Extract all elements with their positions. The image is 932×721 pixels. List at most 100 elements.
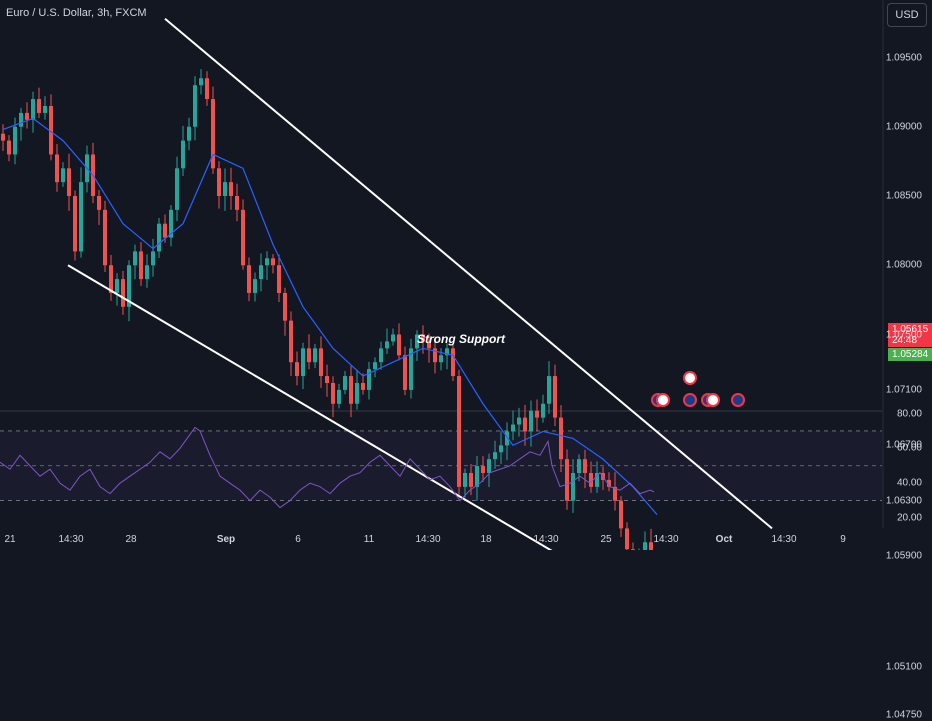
candle-body: [301, 348, 305, 377]
price-tick-label: 1.04750: [885, 709, 922, 721]
price-tick-label: 1.05100: [885, 661, 922, 673]
price-tick-label: 1.06300: [885, 495, 922, 507]
candle-body: [427, 341, 431, 349]
candle-body: [169, 209, 173, 238]
candle-body: [265, 258, 269, 266]
currency-button[interactable]: USD: [887, 3, 927, 27]
candle-body: [445, 348, 449, 356]
chart-canvas[interactable]: [0, 0, 932, 550]
candle-body: [433, 348, 437, 363]
time-tick-label: 18: [480, 534, 492, 545]
candle-body: [103, 209, 107, 266]
candle-body: [211, 99, 215, 169]
candle-body: [289, 320, 293, 363]
candle-body: [481, 466, 485, 473]
candle-body: [421, 334, 425, 342]
candle-body: [649, 542, 653, 550]
candle-body: [253, 279, 257, 293]
candle-body: [241, 209, 245, 266]
chart-title: Euro / U.S. Dollar, 3h, FXCM: [6, 7, 147, 19]
candle-body: [613, 486, 617, 501]
support-price-value: 1.05284: [892, 349, 929, 360]
candle-body: [223, 182, 227, 196]
candle-body: [139, 251, 143, 280]
candle-body: [559, 417, 563, 460]
candle-body: [97, 196, 101, 210]
candle-body: [193, 85, 197, 127]
candle-body: [505, 431, 509, 446]
candle-body: [409, 348, 413, 390]
candle-body: [457, 376, 461, 487]
channel-upper-line: [164, 17, 773, 530]
time-tick-label: 14:30: [771, 534, 797, 545]
candle-body: [361, 382, 365, 390]
candle-body: [31, 99, 35, 120]
candle-countdown: 24:48: [892, 335, 918, 346]
candle-body: [367, 369, 371, 390]
price-tick-label: 1.08000: [885, 259, 922, 271]
price-tick-label: 1.09000: [885, 121, 922, 133]
candle-body: [415, 334, 419, 349]
candle-body: [529, 410, 533, 432]
time-tick-label: 9: [840, 534, 846, 545]
candle-body: [463, 473, 467, 487]
candle-body: [517, 417, 521, 425]
candle-body: [577, 459, 581, 473]
candle-body: [391, 334, 395, 342]
candle-body: [283, 292, 287, 321]
price-tick-label: 1.06700: [885, 439, 922, 451]
candle-body: [43, 105, 47, 113]
current-price-value: 1.05615: [892, 324, 929, 335]
candle-body: [127, 265, 131, 307]
candle-body: [151, 251, 155, 266]
candle-body: [79, 182, 83, 252]
channel-lower-line: [67, 264, 553, 550]
candle-body: [235, 196, 239, 210]
rsi-tick-label: 80.00: [896, 408, 922, 419]
candle-body: [295, 362, 299, 377]
candle-body: [385, 341, 389, 349]
candle-body: [55, 154, 59, 183]
candle-body: [403, 355, 407, 390]
candle-body: [487, 459, 491, 473]
candle-body: [247, 265, 251, 293]
candle-body: [1, 133, 5, 141]
candle-body: [157, 223, 161, 252]
candle-body: [643, 542, 647, 550]
candle-body: [553, 376, 557, 418]
candle-body: [337, 389, 341, 404]
candle-body: [469, 473, 473, 487]
price-tick-label: 1.09500: [885, 52, 922, 63]
event-flag-icon-inner: [685, 373, 695, 383]
price-tick-label: 1.07100: [885, 384, 922, 396]
time-tick-label: 25: [600, 534, 612, 545]
time-tick-label: 14:30: [58, 534, 84, 545]
candle-body: [625, 528, 629, 550]
candle-body: [121, 279, 125, 307]
candle-body: [439, 355, 443, 363]
candle-body: [541, 403, 545, 418]
candle-body: [187, 126, 191, 141]
candle-body: [607, 479, 611, 487]
candle-body: [7, 140, 11, 155]
candle-body: [583, 459, 587, 473]
strong-support-label: Strong Support: [417, 332, 505, 346]
event-flag-icon-inner: [685, 395, 695, 405]
candle-body: [163, 223, 167, 238]
candle-body: [205, 78, 209, 100]
support-price-tag: 1.05284: [888, 348, 932, 361]
candle-body: [535, 410, 539, 418]
rsi-tick-label: 20.00: [896, 512, 922, 524]
candle-body: [175, 168, 179, 210]
candle-body: [271, 258, 275, 266]
time-tick-label: 14:30: [415, 534, 441, 545]
chart-background: [0, 0, 932, 550]
event-flag-icon-inner: [708, 395, 718, 405]
candle-body: [145, 265, 149, 280]
candle-body: [523, 417, 527, 432]
candle-body: [397, 334, 401, 356]
candle-body: [25, 112, 29, 120]
time-tick-label: Oct: [715, 534, 733, 545]
time-tick-label: 6: [295, 534, 301, 545]
candle-body: [313, 348, 317, 363]
